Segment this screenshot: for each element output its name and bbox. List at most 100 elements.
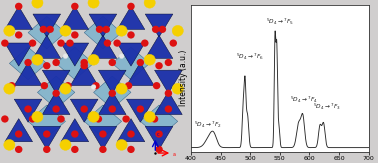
Polygon shape bbox=[98, 70, 126, 93]
Circle shape bbox=[43, 130, 51, 138]
Circle shape bbox=[15, 130, 22, 138]
Polygon shape bbox=[145, 14, 173, 37]
Circle shape bbox=[108, 59, 116, 66]
Circle shape bbox=[136, 59, 144, 66]
Polygon shape bbox=[98, 91, 126, 115]
Polygon shape bbox=[33, 126, 60, 149]
Circle shape bbox=[155, 62, 163, 69]
Circle shape bbox=[64, 82, 72, 89]
Circle shape bbox=[116, 83, 127, 94]
Circle shape bbox=[159, 26, 166, 33]
Text: $^5D_4{\rightarrow}^7F_5$: $^5D_4{\rightarrow}^7F_5$ bbox=[266, 17, 294, 27]
Circle shape bbox=[4, 83, 15, 94]
Circle shape bbox=[66, 39, 74, 47]
Polygon shape bbox=[89, 14, 117, 37]
Circle shape bbox=[155, 146, 163, 153]
Circle shape bbox=[155, 130, 163, 138]
Polygon shape bbox=[127, 62, 154, 86]
Circle shape bbox=[152, 26, 160, 33]
Circle shape bbox=[4, 25, 15, 36]
Polygon shape bbox=[61, 119, 89, 142]
Polygon shape bbox=[42, 70, 70, 93]
Circle shape bbox=[172, 25, 183, 36]
Polygon shape bbox=[93, 76, 131, 109]
Polygon shape bbox=[14, 62, 42, 86]
Circle shape bbox=[165, 59, 172, 66]
Polygon shape bbox=[14, 99, 42, 122]
Circle shape bbox=[24, 59, 32, 66]
Circle shape bbox=[172, 83, 183, 94]
Circle shape bbox=[32, 111, 43, 122]
Circle shape bbox=[81, 62, 88, 69]
Circle shape bbox=[40, 82, 48, 89]
Circle shape bbox=[91, 85, 96, 89]
Polygon shape bbox=[145, 126, 173, 149]
Circle shape bbox=[125, 82, 132, 89]
Polygon shape bbox=[5, 6, 33, 30]
Polygon shape bbox=[155, 91, 182, 115]
Text: a: a bbox=[173, 152, 176, 157]
Circle shape bbox=[29, 39, 36, 47]
Circle shape bbox=[88, 111, 99, 122]
Y-axis label: Intensity (a.u.): Intensity (a.u.) bbox=[179, 50, 188, 106]
Circle shape bbox=[153, 82, 160, 89]
Circle shape bbox=[113, 39, 121, 47]
Circle shape bbox=[108, 90, 116, 97]
Circle shape bbox=[151, 115, 158, 123]
Circle shape bbox=[116, 140, 127, 150]
Circle shape bbox=[116, 25, 127, 36]
Circle shape bbox=[99, 130, 107, 138]
Circle shape bbox=[1, 39, 9, 47]
Circle shape bbox=[71, 3, 79, 10]
Text: $^5D_4{\rightarrow}^7F_4$: $^5D_4{\rightarrow}^7F_4$ bbox=[290, 95, 318, 105]
Text: $^5D_4{\rightarrow}^7F_2$: $^5D_4{\rightarrow}^7F_2$ bbox=[194, 120, 222, 130]
Circle shape bbox=[88, 54, 99, 65]
Text: c: c bbox=[157, 132, 160, 137]
Circle shape bbox=[32, 54, 43, 65]
Circle shape bbox=[127, 146, 135, 153]
Circle shape bbox=[24, 105, 32, 113]
Circle shape bbox=[1, 115, 9, 123]
Polygon shape bbox=[89, 126, 117, 149]
Circle shape bbox=[102, 26, 110, 33]
Polygon shape bbox=[42, 91, 70, 115]
Circle shape bbox=[32, 0, 43, 8]
Circle shape bbox=[43, 146, 51, 153]
Text: $^5D_4{\rightarrow}^7F_3$: $^5D_4{\rightarrow}^7F_3$ bbox=[313, 102, 341, 112]
Polygon shape bbox=[5, 43, 33, 66]
Circle shape bbox=[29, 115, 36, 123]
Polygon shape bbox=[140, 105, 178, 138]
Circle shape bbox=[104, 39, 111, 47]
Circle shape bbox=[141, 39, 149, 47]
Circle shape bbox=[71, 31, 79, 39]
Circle shape bbox=[63, 54, 68, 59]
Polygon shape bbox=[117, 6, 145, 30]
Circle shape bbox=[71, 130, 79, 138]
Circle shape bbox=[4, 140, 15, 150]
Circle shape bbox=[165, 105, 172, 113]
Polygon shape bbox=[37, 76, 75, 109]
Polygon shape bbox=[70, 99, 98, 122]
Circle shape bbox=[127, 3, 135, 10]
Circle shape bbox=[15, 146, 22, 153]
Polygon shape bbox=[84, 105, 122, 138]
Circle shape bbox=[99, 146, 107, 153]
Circle shape bbox=[57, 115, 65, 123]
Text: $^5D_4{\rightarrow}^7F_6$: $^5D_4{\rightarrow}^7F_6$ bbox=[236, 52, 264, 62]
Polygon shape bbox=[33, 14, 60, 37]
Polygon shape bbox=[145, 35, 173, 58]
Circle shape bbox=[81, 105, 88, 113]
Circle shape bbox=[165, 90, 172, 97]
Circle shape bbox=[53, 59, 60, 66]
Circle shape bbox=[108, 105, 116, 113]
Circle shape bbox=[53, 90, 60, 97]
Circle shape bbox=[8, 82, 15, 89]
Circle shape bbox=[46, 26, 54, 33]
Polygon shape bbox=[112, 47, 150, 80]
Polygon shape bbox=[61, 43, 89, 66]
Polygon shape bbox=[28, 16, 65, 49]
Polygon shape bbox=[89, 35, 117, 58]
Circle shape bbox=[15, 31, 22, 39]
Polygon shape bbox=[9, 47, 47, 80]
Polygon shape bbox=[155, 70, 182, 93]
